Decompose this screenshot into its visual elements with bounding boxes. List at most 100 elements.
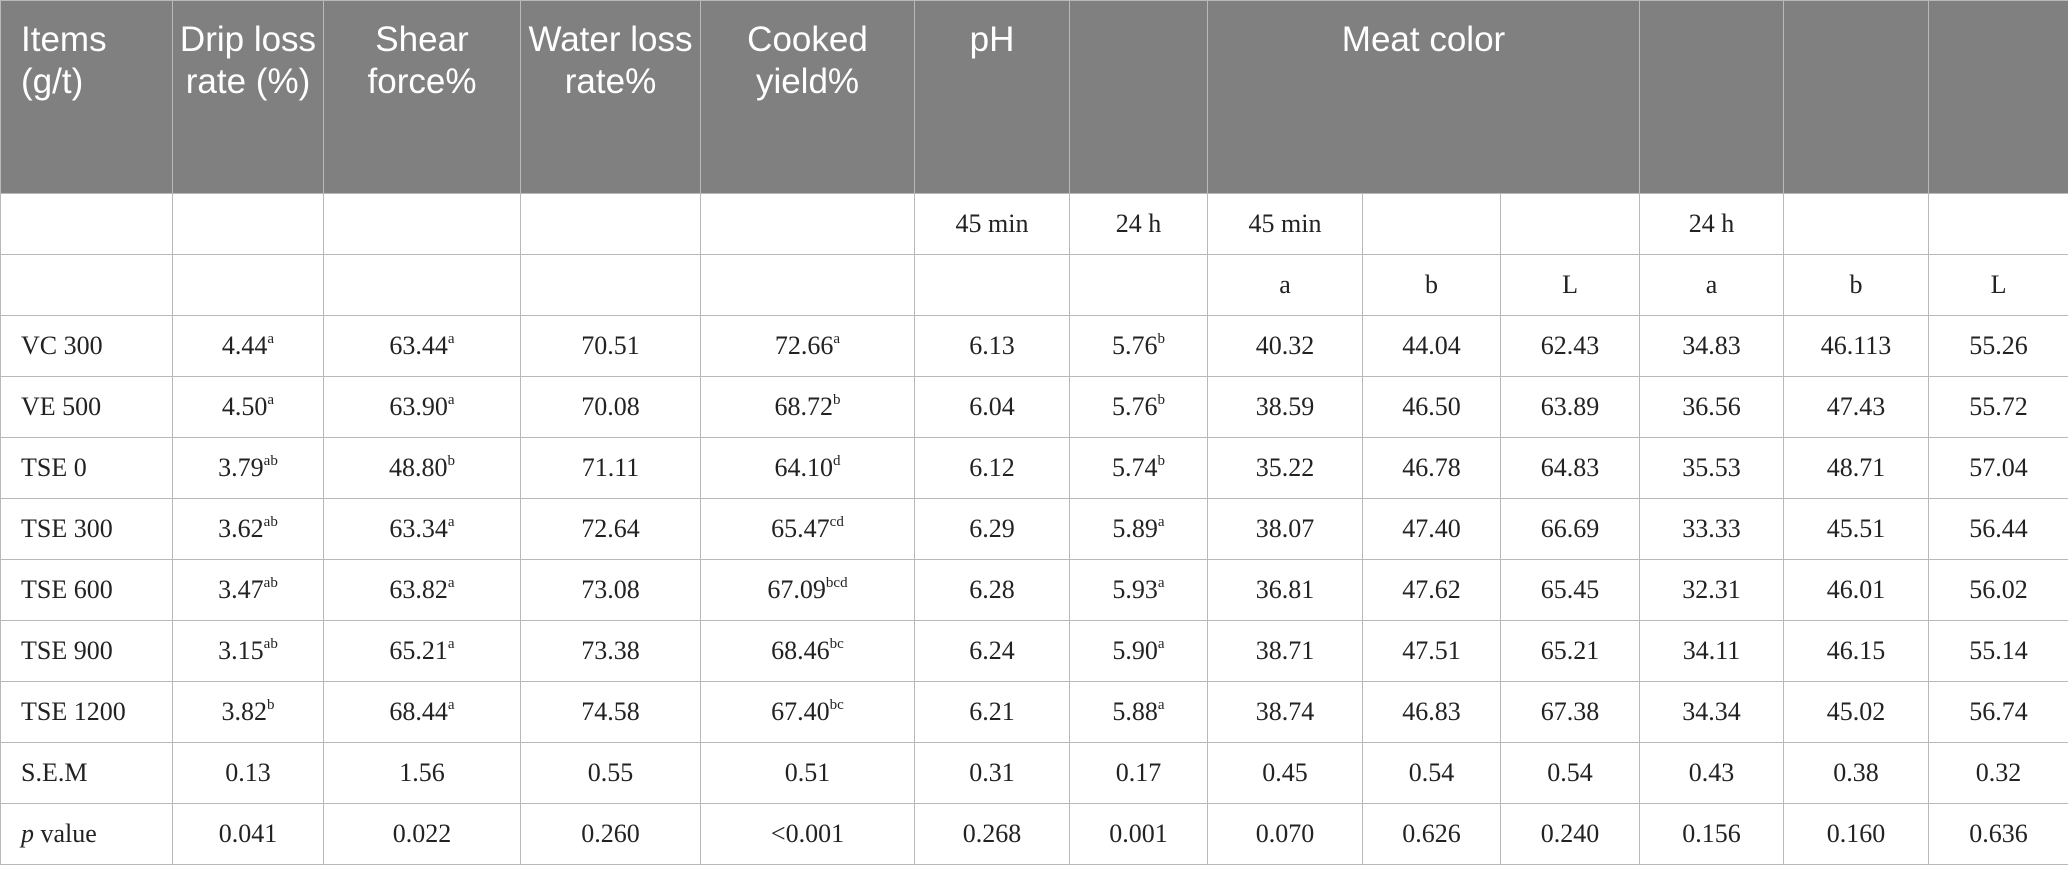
table-cell: 71.11 bbox=[520, 437, 701, 499]
cell-value: 34.83 bbox=[1682, 331, 1741, 360]
table-cell: 47.43 bbox=[1783, 376, 1930, 438]
cell-value: 47.62 bbox=[1402, 575, 1461, 604]
table-cell: 73.08 bbox=[520, 559, 701, 621]
cell-value: 38.74 bbox=[1255, 697, 1315, 726]
cell-value: 0.13 bbox=[225, 758, 271, 787]
cell-value: 6.29 bbox=[969, 514, 1015, 543]
table-cell: 3.82b bbox=[172, 681, 324, 743]
table-cell: 45.51 bbox=[1783, 498, 1930, 560]
cell-value: 0.268 bbox=[962, 819, 1022, 848]
cell-value: 0.45 bbox=[1262, 758, 1308, 787]
cell-value: 70.08 bbox=[581, 392, 640, 421]
subheader-cell bbox=[323, 254, 521, 316]
significance-superscript: cd bbox=[829, 514, 844, 530]
row-label-text: value bbox=[40, 819, 97, 848]
table-cell: 6.13 bbox=[914, 315, 1070, 377]
significance-superscript: b bbox=[447, 453, 456, 469]
cell-value: 40.32 bbox=[1255, 331, 1315, 360]
table-cell: 63.89 bbox=[1499, 376, 1641, 438]
cell-value: 46.78 bbox=[1402, 453, 1461, 482]
cell-value: 65.45 bbox=[1540, 575, 1600, 604]
cell-value: 63.82 bbox=[389, 575, 448, 604]
cell-value: 33.33 bbox=[1682, 514, 1741, 543]
cell-value: 0.38 bbox=[1833, 758, 1879, 787]
header-empty bbox=[1928, 0, 2068, 194]
cell-value: 36.56 bbox=[1682, 392, 1741, 421]
significance-superscript: bc bbox=[829, 697, 844, 713]
subheader-cell bbox=[172, 254, 324, 316]
header-meat-color: Meat color bbox=[1206, 0, 1641, 194]
table-cell: 0.54 bbox=[1499, 742, 1641, 804]
cell-value: 67.40 bbox=[771, 697, 830, 726]
cell-value: 0.31 bbox=[969, 758, 1015, 787]
subheader-cell: a bbox=[1207, 254, 1363, 316]
table-cell: 38.71 bbox=[1207, 620, 1363, 682]
table-cell: 36.56 bbox=[1639, 376, 1785, 438]
cell-value: 63.34 bbox=[389, 514, 448, 543]
table-cell: 63.82a bbox=[323, 559, 521, 621]
row-label: VE 500 bbox=[0, 376, 173, 438]
table-cell: 74.58 bbox=[520, 681, 701, 743]
significance-superscript: a bbox=[447, 331, 455, 347]
row-label: TSE 600 bbox=[0, 559, 173, 621]
cell-value: 5.76 bbox=[1112, 331, 1158, 360]
header-shear-force: Shear force% bbox=[323, 0, 521, 194]
table-cell: 32.31 bbox=[1639, 559, 1785, 621]
header-empty bbox=[1069, 0, 1208, 194]
table-cell: 0.260 bbox=[520, 803, 701, 865]
cell-value: 56.44 bbox=[1969, 514, 2028, 543]
subheader-cell bbox=[520, 193, 701, 255]
table-cell: 5.76b bbox=[1069, 315, 1208, 377]
table-cell: 0.55 bbox=[520, 742, 701, 804]
table-cell: 3.47ab bbox=[172, 559, 324, 621]
table-cell: 64.83 bbox=[1499, 437, 1641, 499]
table-cell: 63.44a bbox=[323, 315, 521, 377]
table-cell: 72.66a bbox=[700, 315, 915, 377]
significance-superscript: a bbox=[267, 392, 275, 408]
table-cell: 6.29 bbox=[914, 498, 1070, 560]
cell-value: 6.13 bbox=[969, 331, 1015, 360]
row-label: TSE 1200 bbox=[0, 681, 173, 743]
table-cell: 4.44a bbox=[172, 315, 324, 377]
header-items: Items (g/t) bbox=[0, 0, 173, 194]
subheader-cell bbox=[1069, 254, 1208, 316]
cell-value: 0.070 bbox=[1255, 819, 1315, 848]
subheader-time-row: 45 min 24 h 45 min 24 h bbox=[0, 193, 2068, 255]
table-cell: 46.113 bbox=[1783, 315, 1930, 377]
cell-value: 5.89 bbox=[1112, 514, 1158, 543]
cell-value: 4.50 bbox=[221, 392, 268, 421]
table-cell: 0.54 bbox=[1362, 742, 1501, 804]
table-row: VC 300 4.44a 63.44a 70.51 72.66a 6.13 5.76b 40.… bbox=[0, 315, 2068, 377]
significance-superscript: ab bbox=[263, 453, 278, 469]
cell-value: 5.88 bbox=[1112, 697, 1158, 726]
subheader-cell bbox=[1928, 193, 2068, 255]
cell-value: 5.76 bbox=[1112, 392, 1158, 421]
table-cell: 0.070 bbox=[1207, 803, 1363, 865]
header-empty bbox=[1639, 0, 1785, 194]
significance-superscript: d bbox=[833, 453, 841, 469]
table-cell: 5.76b bbox=[1069, 376, 1208, 438]
table-cell: 67.40bc bbox=[700, 681, 915, 743]
row-label: S.E.M bbox=[0, 742, 173, 804]
table-cell: 6.12 bbox=[914, 437, 1070, 499]
cell-value: 6.21 bbox=[969, 697, 1015, 726]
table-cell: 6.28 bbox=[914, 559, 1070, 621]
cell-value: 45.51 bbox=[1826, 514, 1886, 543]
cell-value: 46.15 bbox=[1826, 636, 1886, 665]
table-cell: 73.38 bbox=[520, 620, 701, 682]
table-cell: 34.83 bbox=[1639, 315, 1785, 377]
table-cell: 47.40 bbox=[1362, 498, 1501, 560]
cell-value: 6.12 bbox=[969, 453, 1015, 482]
table-cell: 66.69 bbox=[1499, 498, 1641, 560]
cell-value: 55.26 bbox=[1969, 331, 2028, 360]
cell-value: 0.43 bbox=[1688, 758, 1735, 787]
data-table: Items (g/t) Drip loss rate (%) Shear for… bbox=[0, 0, 2068, 865]
p-symbol: p bbox=[21, 819, 34, 848]
table-cell: 56.74 bbox=[1928, 681, 2068, 743]
subheader-cell bbox=[323, 193, 521, 255]
significance-superscript: ab bbox=[263, 636, 278, 652]
cell-value: 64.10 bbox=[774, 453, 834, 482]
cell-value: 3.15 bbox=[218, 636, 264, 665]
table-cell: 0.240 bbox=[1499, 803, 1641, 865]
subheader-cell bbox=[172, 193, 324, 255]
